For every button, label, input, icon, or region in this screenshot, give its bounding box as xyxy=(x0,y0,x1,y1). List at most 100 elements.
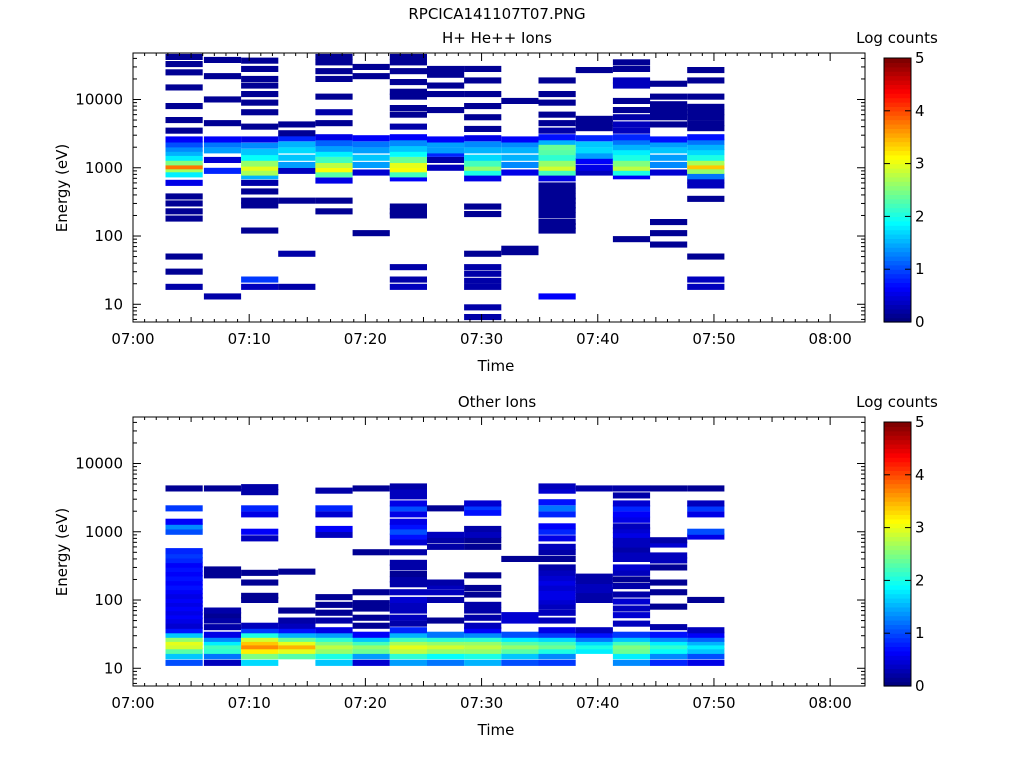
heatmap-cell xyxy=(538,584,576,591)
colorbar-segment xyxy=(884,308,911,314)
colorbar-segment xyxy=(884,518,911,524)
heatmap-cell xyxy=(278,643,316,650)
heatmap-cell xyxy=(464,65,502,72)
heatmap-cell xyxy=(389,493,427,500)
heatmap-cell xyxy=(575,125,613,132)
heatmap-cell xyxy=(389,549,427,556)
heatmap-cell xyxy=(427,147,465,154)
heatmap-cell xyxy=(315,601,353,608)
heatmap-cell xyxy=(427,635,465,642)
colorbar-tick-label: 3 xyxy=(915,519,925,537)
heatmap-cell xyxy=(650,537,688,544)
heatmap-cell xyxy=(315,511,353,518)
heatmap-cell xyxy=(538,631,576,638)
colorbar-tick-label: 0 xyxy=(915,313,925,331)
colorbar-segment xyxy=(884,488,911,493)
heatmap-cell xyxy=(464,314,502,321)
heatmap-cell xyxy=(575,152,613,159)
heatmap-cell xyxy=(278,161,316,168)
colorbar-segment xyxy=(884,448,911,454)
heatmap-cell xyxy=(501,617,539,624)
heatmap-cell xyxy=(501,147,539,154)
heatmap-cell xyxy=(241,653,279,660)
heatmap-cell xyxy=(538,187,576,194)
heatmap-cell xyxy=(538,653,576,660)
colorbar-segment xyxy=(884,426,911,432)
heatmap-cell xyxy=(165,117,203,124)
colorbar-segment xyxy=(884,286,911,292)
heatmap-cell xyxy=(389,145,427,152)
heatmap-cell xyxy=(165,154,203,161)
colorbar-label-h-he-ions: Log counts xyxy=(856,29,938,47)
heatmap-cell xyxy=(165,127,203,134)
heatmap-cell xyxy=(427,141,465,148)
heatmap-cell xyxy=(464,572,502,579)
heatmap-cell xyxy=(464,591,502,598)
colorbar-segment xyxy=(884,260,911,266)
heatmap-cell xyxy=(538,564,576,571)
heatmap-cell xyxy=(612,154,651,161)
heatmap-cell xyxy=(165,639,203,646)
heatmap-cell xyxy=(241,160,279,167)
heatmap-cell xyxy=(315,93,353,100)
heatmap-cell xyxy=(650,141,688,148)
heatmap-cell xyxy=(687,138,725,145)
heatmap-cell xyxy=(650,639,688,646)
heatmap-cell xyxy=(315,609,353,616)
heatmap-cell xyxy=(612,492,651,499)
heatmap-cell xyxy=(241,82,279,89)
heatmap-cell xyxy=(687,163,725,170)
heatmap-cell xyxy=(203,617,242,624)
heatmap-cell xyxy=(575,591,613,598)
heatmap-cell xyxy=(612,591,651,598)
colorbar-segment xyxy=(884,146,911,151)
colorbar-segment xyxy=(884,549,911,555)
colorbar-tick-label: 4 xyxy=(915,102,925,120)
heatmap-cell xyxy=(612,564,651,571)
heatmap-cell xyxy=(612,107,651,114)
heatmap-cell xyxy=(427,65,465,72)
x-tick-label: 07:00 xyxy=(111,330,154,348)
heatmap-cell xyxy=(389,161,427,168)
heatmap-cell xyxy=(165,283,203,290)
heatmap-cell xyxy=(612,82,651,89)
heatmap-cell xyxy=(352,631,390,638)
heatmap-cell xyxy=(612,138,651,145)
heatmap-cell xyxy=(389,203,427,210)
heatmap-cell xyxy=(575,596,613,603)
heatmap-cell xyxy=(389,643,427,650)
heatmap-cell xyxy=(612,134,651,141)
heatmap-cell xyxy=(315,525,353,532)
colorbar-segment xyxy=(884,501,911,507)
heatmap-cell xyxy=(650,631,688,638)
heatmap-cell xyxy=(427,617,465,624)
heatmap-cell xyxy=(165,617,203,624)
heatmap-cell xyxy=(464,584,502,591)
heatmap-cell xyxy=(538,635,576,642)
heatmap-cell xyxy=(203,566,242,573)
heatmap-cell xyxy=(538,543,576,550)
y-tick-label: 10 xyxy=(104,295,123,313)
heatmap-cell xyxy=(687,134,725,141)
heatmap-cell xyxy=(501,97,539,104)
colorbar-segment xyxy=(884,317,911,323)
heatmap-cell xyxy=(538,555,576,562)
heatmap-cell xyxy=(315,109,353,116)
colorbar-tick-label: 3 xyxy=(915,155,925,173)
heatmap-cell xyxy=(315,75,353,82)
heatmap-cell xyxy=(612,527,651,534)
heatmap-cell xyxy=(538,134,576,141)
heatmap-cell xyxy=(650,541,688,548)
heatmap-cell xyxy=(427,653,465,660)
heatmap-cell xyxy=(315,594,353,601)
colorbar-segment xyxy=(884,602,911,608)
heatmap-cell xyxy=(427,136,465,143)
heatmap-cell xyxy=(687,627,725,634)
heatmap-cell xyxy=(464,135,502,142)
heatmap-cell xyxy=(612,620,651,627)
heatmap-cell xyxy=(165,631,203,638)
colorbar-segment xyxy=(884,571,911,577)
heatmap-cell xyxy=(612,59,651,66)
colorbar-segment xyxy=(884,536,911,542)
heatmap-cell xyxy=(538,639,576,646)
